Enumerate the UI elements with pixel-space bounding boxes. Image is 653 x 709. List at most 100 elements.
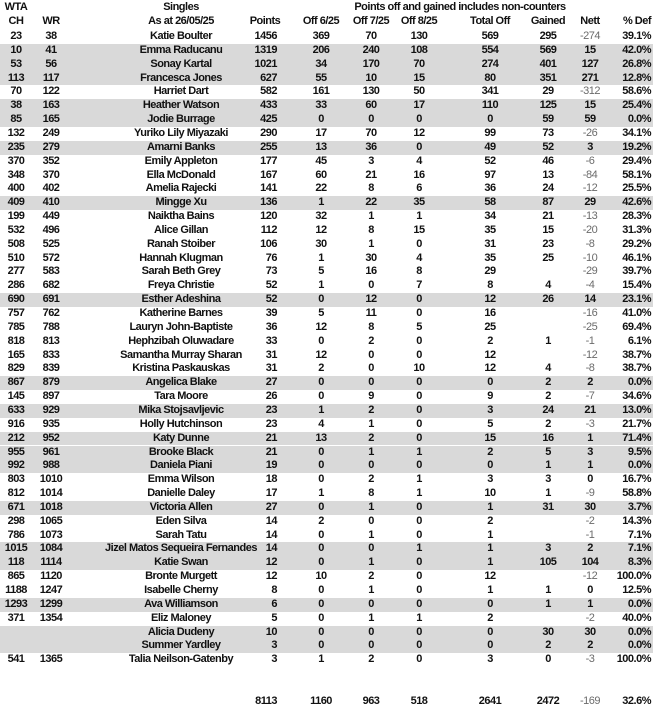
cell-nett: -8	[585, 362, 595, 375]
cell-off-6-25: 0	[318, 528, 324, 541]
table-row: 286 682 Freya Christie 52 1 0 7 8 4 -4 15.4%	[0, 279, 653, 293]
cell-off-6-25: 0	[318, 556, 324, 569]
cell-total-off: 341	[481, 85, 499, 98]
cell-off-8-25: 0	[416, 376, 422, 389]
cell-off-8-25: 518	[410, 694, 428, 707]
cell-player: Jodie Burrage	[147, 113, 215, 126]
cell-wr: 165	[42, 113, 60, 126]
cell-nett: -2	[585, 611, 595, 624]
cell-points: 1319	[254, 43, 278, 56]
cell-pct-def: 25.5%	[622, 182, 651, 195]
cell-gained: 105	[539, 556, 557, 569]
cell-ch: 671	[7, 500, 25, 513]
totals-row: 8113 1160 963 518 2641 2472 -169 32.6%	[0, 695, 653, 709]
cell-pct-def: 39.1%	[622, 30, 651, 42]
cell-player: Daniela Piani	[150, 459, 212, 472]
cell-total-off: 554	[481, 43, 499, 56]
cell-total-off: 9	[487, 390, 493, 403]
cell-pct-def: 13.0%	[622, 403, 651, 416]
cell-player: Eliz Maloney	[150, 611, 212, 624]
cell-gained: 16	[542, 431, 554, 444]
cell-wr: 929	[42, 403, 60, 416]
cell-off-7-25: 60	[365, 99, 377, 112]
cell-player: Katy Dunne	[152, 431, 210, 444]
cell-points: 23	[265, 417, 278, 430]
cell-off-6-25: 10	[315, 570, 327, 583]
table-row: 298 1065 Eden Silva 14 2 0 0 2 -2 14.3%	[0, 515, 653, 529]
table-row: 785 788 Lauryn John-Baptiste 36 12 8 5 25 -25 69.…	[0, 321, 653, 335]
column-header-gained: Gained	[530, 15, 566, 27]
cell-points: 19	[265, 459, 278, 472]
cell-nett: -3	[585, 653, 595, 666]
cell-off-6-25: 2	[318, 514, 324, 527]
cell-pct-def: 0.0%	[627, 597, 652, 610]
cell-points: 177	[260, 154, 277, 167]
cell-ch: 865	[7, 570, 25, 583]
cell-off-8-25: 0	[416, 639, 422, 652]
cell-ch: 812	[7, 487, 25, 500]
cell-off-8-25: 35	[413, 196, 425, 209]
cell-pct-def: 0.0%	[627, 113, 652, 126]
cell-gained: 30	[542, 625, 554, 638]
cell-pct-def: 25.4%	[622, 99, 651, 112]
cell-gained: 26	[542, 293, 554, 306]
cell-pct-def: 0.0%	[627, 639, 652, 652]
cell-points: 167	[260, 168, 277, 181]
cell-total-off: 1	[487, 584, 493, 596]
cell-pct-def: 58.8%	[622, 487, 651, 500]
cell-total-off: 10	[484, 487, 496, 500]
cell-off-6-25: 0	[318, 625, 324, 638]
cell-off-6-25: 12	[315, 348, 327, 361]
cell-off-6-25: 55	[315, 71, 327, 84]
cell-total-off: 2	[487, 611, 493, 624]
cell-ch: 409	[7, 196, 25, 209]
header-row-2: CH WR As at 26/05/25 Points Off 6/25 Off 7/25…	[0, 15, 653, 29]
cell-off-6-25: 1	[318, 279, 324, 292]
cell-nett: 21	[584, 403, 596, 416]
cell-wr: 1354	[39, 611, 63, 624]
cell-off-6-25: 0	[318, 584, 324, 596]
cell-gained: 15	[542, 223, 554, 236]
cell-points: 14	[265, 528, 278, 541]
table-row: 633 929 Mika Stojsavljevic 23 1 2 0 3 24 21 13.0%	[0, 403, 653, 418]
cell-gained: 1	[545, 584, 551, 596]
cell-nett: -29	[582, 265, 598, 278]
cell-total-off: 110	[481, 99, 499, 112]
cell-total-off: 12	[484, 362, 496, 375]
cell-player: Esther Adeshina	[141, 293, 221, 306]
cell-nett: -312	[579, 85, 601, 98]
cell-off-7-25: 0	[368, 625, 374, 638]
cell-off-8-25: 4	[416, 154, 422, 167]
cell-player: Mingge Xu	[155, 196, 207, 209]
cell-ch: 633	[7, 403, 25, 416]
table-row: 70 122 Harriet Dart 582 161 130 50 341 29 -312 58.…	[0, 85, 653, 99]
cell-pct-def: 0.0%	[627, 625, 652, 638]
column-header-wr: WR	[42, 15, 60, 27]
cell-off-6-25: 161	[312, 85, 330, 98]
cell-off-7-25: 963	[362, 694, 380, 707]
cell-ch: 212	[7, 431, 25, 444]
cell-off-7-25: 1	[368, 528, 374, 541]
cell-off-6-25: 0	[318, 293, 324, 306]
cell-total-off: 12	[484, 348, 496, 361]
cell-total-off: 1	[487, 556, 493, 569]
cell-player: Angelica Blake	[145, 376, 217, 389]
table-row: 370 352 Emily Appleton 177 45 3 4 52 46 -6 29.4%	[0, 155, 653, 169]
cell-nett: -169	[579, 694, 601, 707]
table-row: 818 813 Hephzibah Oluwadare 33 0 2 0 2 1 -1 6.1%	[0, 335, 653, 349]
table-row: 165 833 Samantha Murray Sharan 31 12 0 0 12 -12 3…	[0, 349, 653, 363]
cell-points: 136	[260, 196, 277, 209]
column-header-pct-def: % Def	[622, 15, 652, 27]
cell-ch: 277	[7, 265, 25, 278]
cell-wr: 249	[42, 126, 60, 139]
cell-nett: -12	[582, 348, 598, 361]
cell-total-off: 3	[487, 403, 493, 416]
cell-off-8-25: 0	[416, 625, 422, 638]
cell-wr: 163	[42, 99, 60, 112]
cell-points: 1456	[254, 30, 278, 42]
cell-off-7-25: 1	[368, 500, 374, 513]
cell-nett: -1	[585, 528, 595, 541]
cell-points: 52	[265, 279, 278, 292]
cell-off-8-25: 1	[416, 210, 422, 223]
cell-total-off: 29	[484, 265, 496, 278]
